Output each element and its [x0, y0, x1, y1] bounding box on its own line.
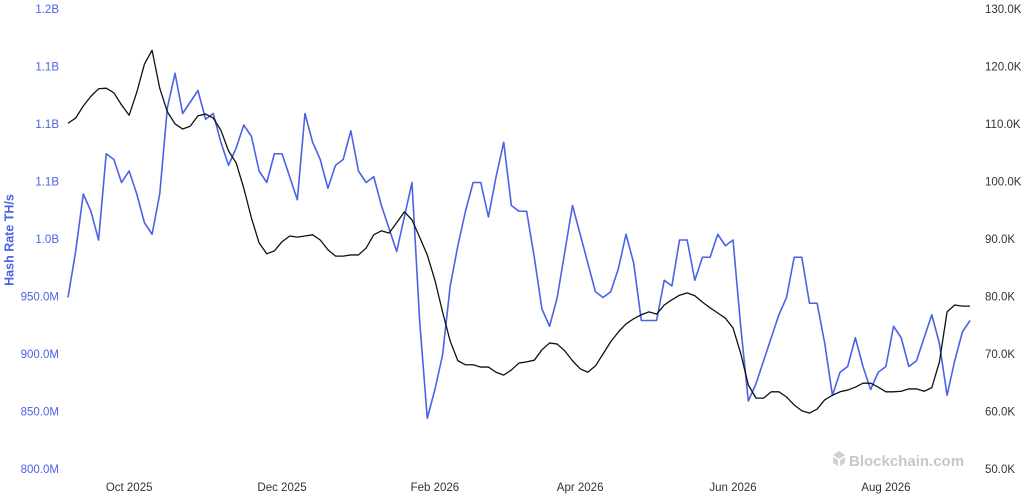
x-tick-label: Dec 2025 — [257, 482, 306, 494]
x-tick-label: Feb 2026 — [411, 482, 460, 494]
y-tick-label: 800.0M — [21, 464, 59, 476]
x-tick-label: Oct 2025 — [106, 482, 153, 494]
x-tick-label: Aug 2026 — [861, 482, 910, 494]
series-line — [67, 72, 971, 420]
x-tick-label: Jun 2026 — [709, 482, 756, 494]
series-line — [67, 49, 970, 414]
y2-tick-label: 110.0K — [985, 119, 1021, 131]
y2-tick-label: 70.0K — [985, 349, 1015, 361]
y-tick-label: 1.0B — [35, 234, 59, 246]
y-tick-label: 1.1B — [35, 62, 59, 74]
y2-tick-label: 130.0K — [985, 4, 1022, 16]
y-tick-label: 950.0M — [21, 292, 59, 304]
y2-tick-label: 50.0K — [985, 464, 1015, 476]
y2-tick-label: 100.0K — [985, 177, 1022, 189]
watermark: Blockchain.com — [833, 451, 964, 470]
y2-tick-label: 90.0K — [985, 234, 1015, 246]
y-tick-label: 1.1B — [35, 119, 59, 131]
y-tick-label: 900.0M — [21, 349, 59, 361]
y-tick-label: 1.2B — [35, 4, 59, 16]
y-tick-label: 850.0M — [21, 407, 59, 419]
y2-tick-label: 60.0K — [985, 407, 1015, 419]
y-tick-label: 1.1B — [35, 177, 59, 189]
y2-tick-label: 120.0K — [985, 62, 1022, 74]
y2-tick-label: 80.0K — [985, 292, 1015, 304]
y-axis-label: Hash Rate TH/s — [2, 194, 16, 286]
watermark-text: Blockchain.com — [849, 453, 964, 470]
watermark-logo — [833, 451, 845, 466]
x-tick-label: Apr 2026 — [557, 482, 604, 494]
